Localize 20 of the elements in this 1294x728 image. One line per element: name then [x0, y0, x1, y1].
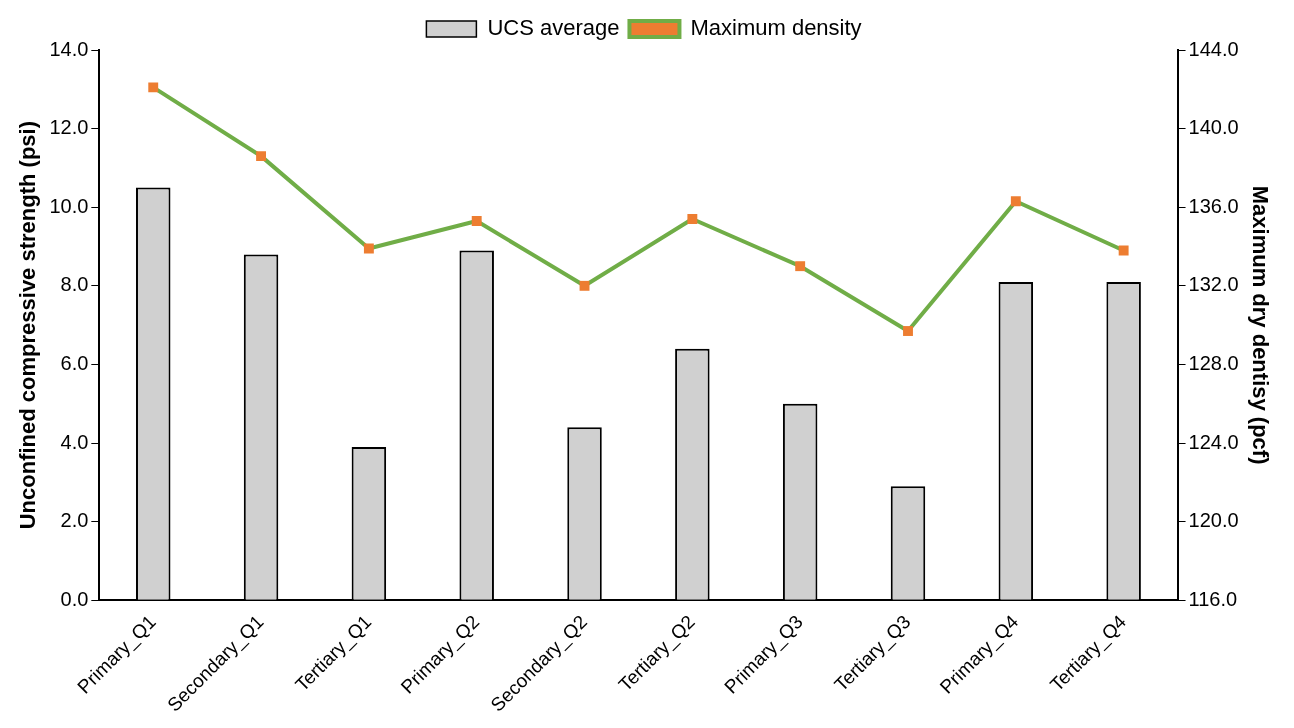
y2-tick-label: 132.0 — [1188, 273, 1239, 296]
y-tick-label: 0.0 — [60, 587, 89, 610]
y2-tick-label: 128.0 — [1188, 351, 1239, 374]
y2-tick-label: 140.0 — [1188, 116, 1239, 139]
y-tick-label: 2.0 — [60, 509, 89, 532]
y2-tick-label: 136.0 — [1188, 194, 1239, 217]
y2-tick-label: 120.0 — [1188, 509, 1239, 532]
y2-axis-title: Maximum dry dentisy (pcf) — [1247, 185, 1273, 465]
y2-tick-label: 124.0 — [1188, 430, 1239, 453]
y-tick-label: 10.0 — [49, 194, 89, 217]
y-tick-label: 6.0 — [60, 351, 89, 374]
y2-tick-label: 116.0 — [1188, 587, 1238, 610]
y-tick-label: 4.0 — [60, 430, 89, 453]
legend-label: Maximum density — [690, 15, 862, 41]
legend-label: UCS average — [487, 15, 620, 41]
y-tick-label: 8.0 — [60, 273, 89, 296]
y-tick-label: 12.0 — [49, 116, 89, 139]
y-axis-title: Unconfined compressive strength (psi) — [15, 120, 41, 530]
y2-tick-label: 144.0 — [1188, 37, 1239, 60]
y-tick-label: 14.0 — [49, 37, 89, 60]
